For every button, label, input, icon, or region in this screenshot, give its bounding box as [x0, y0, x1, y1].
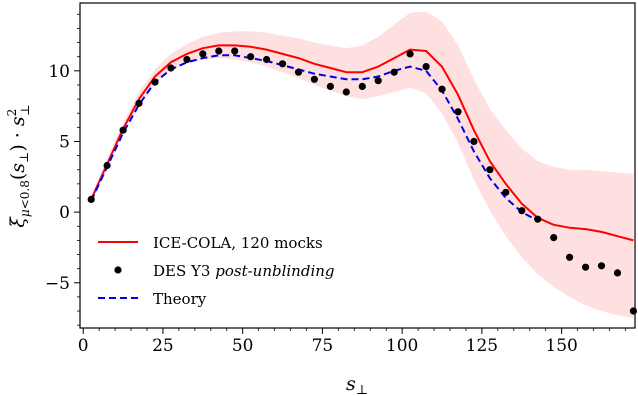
data-point [390, 68, 398, 76]
data-point [422, 63, 430, 71]
data-point [582, 263, 590, 271]
x-tick-label: 150 [545, 336, 577, 356]
tick-labels: 0 25 50 75 100 125 150 −5 0 5 10 [45, 62, 578, 356]
data-point [135, 99, 143, 107]
legend-label-data-emph: post-unblinding [215, 262, 334, 280]
x-tick-label: 25 [152, 336, 174, 356]
series-line-theory [90, 54, 539, 222]
data-point [278, 60, 287, 68]
data-point [470, 137, 478, 146]
y-tick-label: 10 [48, 62, 70, 82]
y-tick-label: 0 [59, 203, 70, 223]
x-tick-label: 50 [232, 336, 254, 356]
data-point [534, 215, 542, 223]
data-point [326, 82, 334, 90]
data-point [87, 195, 95, 203]
data-point [454, 108, 462, 116]
data-point [566, 253, 574, 261]
x-axis-title: s⊥ [346, 373, 368, 396]
data-point [231, 47, 239, 55]
data-point [550, 234, 558, 242]
data-point [310, 75, 318, 83]
data-point [406, 50, 414, 58]
data-point [486, 166, 494, 174]
x-tick-label: 125 [466, 336, 498, 356]
data-point [263, 55, 271, 64]
points-layer [87, 47, 638, 315]
data-point [374, 77, 382, 85]
data-point [518, 207, 526, 215]
tick-layer [74, 13, 626, 334]
data-point [358, 82, 366, 90]
data-point [215, 47, 223, 55]
plot-frame [79, 2, 636, 329]
data-point [342, 88, 350, 96]
legend-label-data: DES Y3 post-unblinding [153, 262, 335, 280]
x-tick-label: 100 [386, 336, 418, 356]
data-point [613, 269, 622, 277]
data-point [167, 64, 175, 72]
data-point [597, 262, 606, 270]
y-tick-label: 5 [59, 132, 70, 152]
data-point [199, 50, 207, 58]
legend-label-data-prefix: DES Y3 [153, 262, 215, 280]
x-tick-label: 0 [78, 336, 89, 356]
legend-label-theory: Theory [153, 290, 207, 308]
x-tick-label: 75 [312, 336, 334, 356]
data-point [103, 161, 111, 170]
data-point [183, 55, 191, 64]
data-point [438, 85, 446, 93]
y-axis-title: ξμ<0.8(s⊥) · s2⊥ [5, 104, 32, 227]
series-line-mocks [90, 44, 634, 242]
line-layer [90, 44, 634, 242]
legend: ICE-COLA, 120 mocks DES Y3 post-unblindi… [98, 234, 335, 308]
data-point [151, 78, 159, 86]
data-point [119, 126, 127, 134]
data-point [502, 188, 510, 196]
y-tick-label: −5 [45, 274, 70, 294]
legend-swatch-data [114, 266, 122, 274]
data-point [629, 307, 638, 315]
data-point [294, 68, 303, 76]
data-point [247, 53, 255, 61]
legend-label-mocks: ICE-COLA, 120 mocks [153, 234, 323, 252]
